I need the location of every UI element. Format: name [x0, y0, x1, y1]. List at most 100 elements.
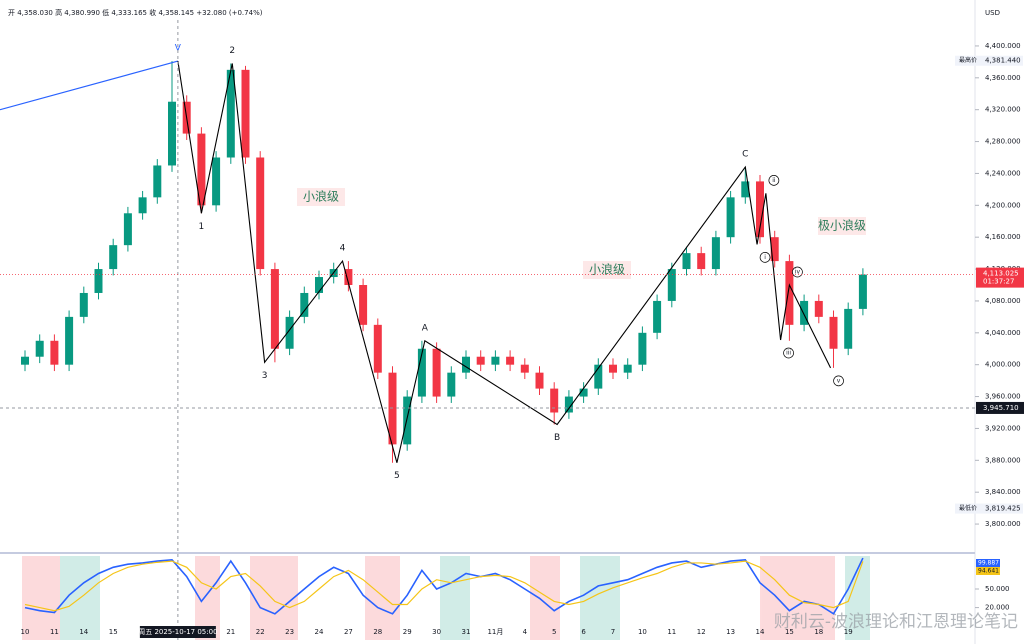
osc-last: 94.641	[978, 568, 999, 575]
candle-body	[741, 181, 750, 198]
wave-label: V	[175, 44, 182, 54]
current-badge	[976, 267, 1024, 288]
y-tick-label: 4,200.000	[985, 201, 1021, 209]
x-tick-label: 28	[373, 628, 382, 636]
currency[interactable]: USD	[985, 9, 1000, 17]
y-tick-label: 3,880.000	[985, 456, 1021, 464]
wave-label: iii	[786, 349, 791, 356]
candle-body	[564, 396, 573, 413]
candle-body	[770, 237, 779, 262]
marker-value: 4,381.440	[985, 57, 1021, 65]
osc-tick-label: 50.000	[985, 585, 1010, 593]
x-tick-label: 23	[285, 628, 294, 636]
candle-body	[594, 364, 603, 389]
crosshair-badge	[976, 401, 1024, 414]
candle-body	[682, 253, 691, 270]
x-tick-label: 11	[50, 628, 59, 636]
candle-body	[520, 364, 529, 373]
y-tick-label: 4,040.000	[985, 329, 1021, 337]
degree-label: 小浪级	[303, 189, 339, 204]
candle-body	[814, 300, 823, 317]
candle-body	[153, 165, 162, 198]
wave-label: A	[422, 323, 429, 333]
osc-line	[24, 557, 864, 615]
candle-body	[109, 245, 118, 270]
wave-label: v	[837, 377, 841, 384]
x-tick-label: 12	[697, 628, 706, 636]
wave-label: C	[742, 150, 748, 160]
candle-body	[726, 197, 735, 238]
y-tick-label: 4,240.000	[985, 169, 1021, 177]
trend-line	[0, 60, 179, 111]
x-tick-label: 22	[256, 628, 265, 636]
degree-label-bg	[818, 217, 866, 235]
x-tick-label: 10	[21, 628, 30, 636]
x-tick-label: 18	[814, 628, 823, 636]
osc-tick-label: 20.000	[985, 604, 1010, 612]
candle-body	[35, 340, 44, 357]
candle-body	[388, 372, 397, 445]
x-tick-label: 31	[462, 628, 471, 636]
x-tick-label: 29	[403, 628, 412, 636]
x-tick-label: 4	[523, 628, 528, 636]
degree-label: 小浪级	[589, 262, 625, 277]
candle-body	[829, 316, 838, 349]
candle-body	[844, 308, 853, 349]
x-tick-label: 21	[226, 628, 235, 636]
candle-body	[462, 356, 470, 373]
y-tick-label: 3,920.000	[985, 424, 1021, 432]
candle-body	[858, 274, 867, 309]
x-tick-label: 13	[726, 628, 735, 636]
osc-line	[24, 560, 864, 612]
candle-body	[785, 261, 794, 325]
x-tick-label: 27	[344, 628, 353, 636]
candle-body	[653, 300, 662, 333]
candle-body	[65, 316, 74, 365]
candle-body	[197, 133, 206, 206]
candle-body	[476, 356, 485, 365]
y-tick-label: 3,840.000	[985, 488, 1021, 496]
y-tick-label: 4,160.000	[985, 233, 1021, 241]
x-tick-label: 6	[581, 628, 586, 636]
wave-label-ring	[833, 375, 844, 387]
candle-body	[256, 157, 265, 270]
candle-body	[550, 388, 559, 413]
candle-body	[432, 348, 441, 397]
candle-body	[417, 348, 426, 397]
candle-body	[359, 285, 368, 325]
candle-body	[623, 364, 632, 373]
x-tick-label: 7	[611, 628, 615, 636]
candle-body	[21, 356, 29, 365]
y-tick-label: 4,280.000	[985, 138, 1021, 146]
wave-label: B	[554, 433, 560, 443]
candle-body	[168, 101, 176, 166]
candle-body	[241, 69, 250, 158]
marker-badge	[955, 55, 1023, 66]
marker-text: 最高价	[959, 56, 977, 64]
x-tick-label: 5	[552, 628, 556, 636]
crosshair-time: 周五 2025-10-17 05:00	[138, 628, 217, 636]
candle-body	[50, 340, 59, 365]
y-tick-label: 4,000.000	[985, 361, 1021, 369]
candle-body	[667, 269, 676, 301]
wave-label-ring	[783, 347, 794, 359]
wave-label: 5	[394, 471, 400, 481]
candle-body	[315, 277, 323, 293]
candle-body	[638, 332, 647, 365]
candle-body	[373, 324, 382, 373]
candle-body	[756, 181, 764, 238]
osc-badge	[976, 567, 1000, 575]
countdown: 01:37:27	[983, 278, 1014, 286]
x-tick-label: 11月	[487, 628, 503, 636]
candle-body	[138, 197, 147, 214]
candle-body	[300, 292, 309, 317]
wave-label: 2	[229, 46, 235, 56]
osc-last: 99.887	[978, 560, 999, 567]
candle-body	[285, 316, 294, 349]
candle-body	[447, 372, 456, 397]
y-tick-label: 4,360.000	[985, 74, 1021, 82]
wave-label-ring	[792, 266, 803, 278]
x-tick-label: 14	[79, 628, 88, 636]
candle-body	[491, 356, 500, 365]
